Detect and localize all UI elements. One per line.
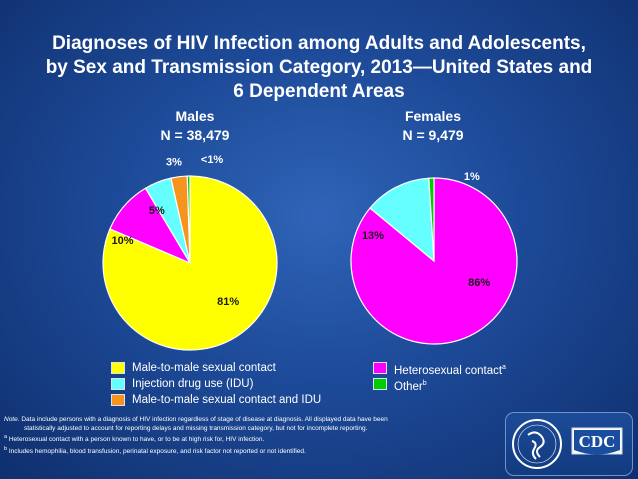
footnotes: Note. Data include persons with a diagno…	[4, 416, 499, 456]
note-text-2: statistically adjusted to account for re…	[24, 424, 368, 432]
title-line-3: 6 Dependent Areas	[233, 81, 405, 102]
females-pie-subtitle: N = 9,479	[402, 127, 464, 143]
note-label: Note.	[4, 416, 20, 423]
males-pie: 81% 10% 5% 3% <1%	[102, 154, 278, 351]
legend-label-other: Other	[394, 380, 423, 393]
legend-swatch-other	[373, 378, 387, 390]
males-slice-label-heterosexual-contact: 10%	[112, 235, 134, 247]
legend-swatch-msm-idu	[111, 394, 125, 406]
legend-label-heterosexual: Heterosexual contact	[394, 364, 503, 377]
chart-title: Diagnoses of HIV Infection among Adults …	[0, 32, 638, 104]
females-slice-label-other: 1%	[464, 171, 480, 183]
males-slice-label-male-to-male-sexual-contact: 81%	[217, 296, 239, 308]
cdc-logo-graphic: CDC	[512, 419, 623, 469]
females-pie-title: Females	[404, 108, 462, 124]
males-slice-label-other: <1%	[201, 154, 224, 166]
cdc-logo: CDC	[505, 412, 633, 476]
note-line-1: Note. Data include persons with a diagno…	[4, 416, 499, 425]
males-header: Males N = 38,479	[120, 107, 270, 145]
legend-label-msm-idu: Male-to-male sexual contact and IDU	[132, 394, 322, 406]
legend-swatch-idu	[111, 378, 125, 390]
males-slice-label-injection-drug-use-idu: 5%	[149, 205, 165, 217]
females-slice-label-injection-drug-use-idu: 13%	[362, 230, 384, 242]
females-pie: 86% 13% 1%	[350, 171, 518, 345]
cdc-logo-text: CDC	[579, 432, 616, 451]
footnote-b-text: Includes hemophilia, blood transfusion, …	[8, 447, 306, 455]
footnote-a-text: Heterosexual contact with a person known…	[8, 436, 265, 444]
title-line-2: by Sex and Transmission Category, 2013—U…	[45, 57, 593, 78]
females-header: Females N = 9,479	[358, 107, 508, 145]
males-pie-subtitle: N = 38,479	[160, 127, 230, 143]
legend-label-msm: Male-to-male sexual contact	[132, 362, 276, 374]
legend-sup-b: b	[422, 380, 427, 387]
legend-swatch-heterosexual	[373, 362, 387, 374]
note-text: Data include persons with a diagnosis of…	[21, 416, 388, 423]
footnote-b: b Includes hemophilia, blood transfusion…	[4, 445, 499, 457]
females-slice-label-heterosexual-contact: 86%	[468, 277, 490, 289]
females-slice-other	[428, 177, 435, 262]
legend-swatch-msm	[111, 362, 125, 374]
footnote-a-marker: a	[4, 434, 8, 440]
males-pie-title: Males	[175, 108, 215, 124]
footnote-b-marker: b	[4, 445, 8, 452]
females-slice-injection-drug-use-idu	[369, 177, 435, 263]
legend-sup-a: a	[502, 364, 506, 371]
legend-label-idu: Injection drug use (IDU)	[132, 378, 254, 390]
males-slice-other	[186, 175, 191, 264]
males-slice-label-male-to-male-sexual-contact-and-idu: 3%	[166, 157, 182, 169]
title-line-1: Diagnoses of HIV Infection among Adults …	[52, 33, 586, 54]
footnote-a: a Heterosexual contact with a person kno…	[4, 433, 499, 445]
